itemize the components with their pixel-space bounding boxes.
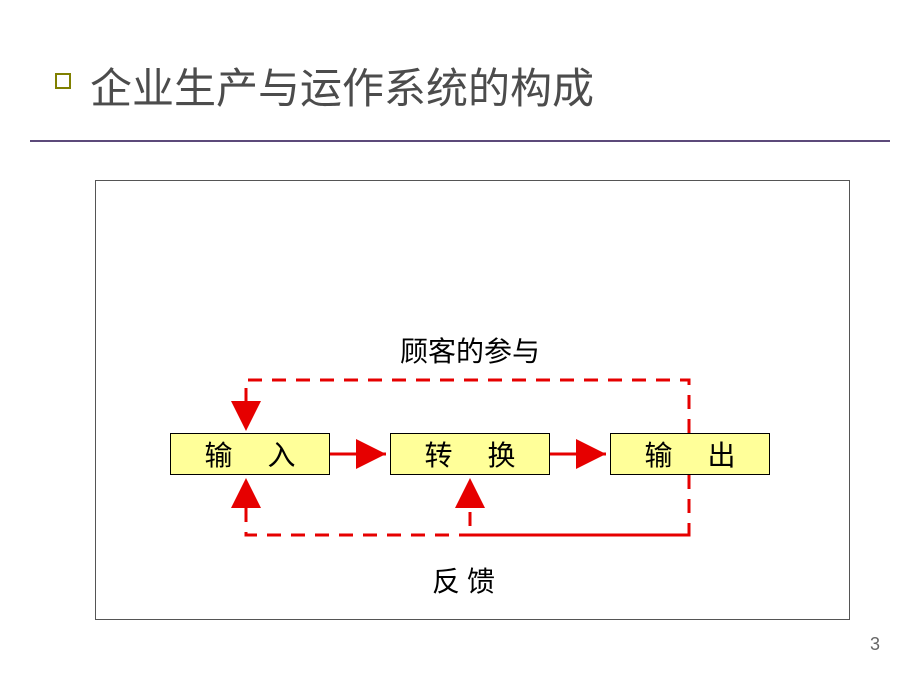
- title-underline: [30, 140, 890, 142]
- label-feedback: 反 馈: [432, 560, 495, 600]
- flow-box-transform: 转 换: [390, 433, 550, 475]
- slide-title: 企业生产与运作系统的构成: [90, 55, 594, 116]
- flow-box-input: 输 入: [170, 433, 330, 475]
- title-bullet: [55, 73, 71, 89]
- flow-box-output: 输 出: [610, 433, 770, 475]
- diagram-container: [95, 180, 850, 620]
- page-number: 3: [870, 634, 880, 655]
- label-customer-participation: 顾客的参与: [400, 330, 540, 370]
